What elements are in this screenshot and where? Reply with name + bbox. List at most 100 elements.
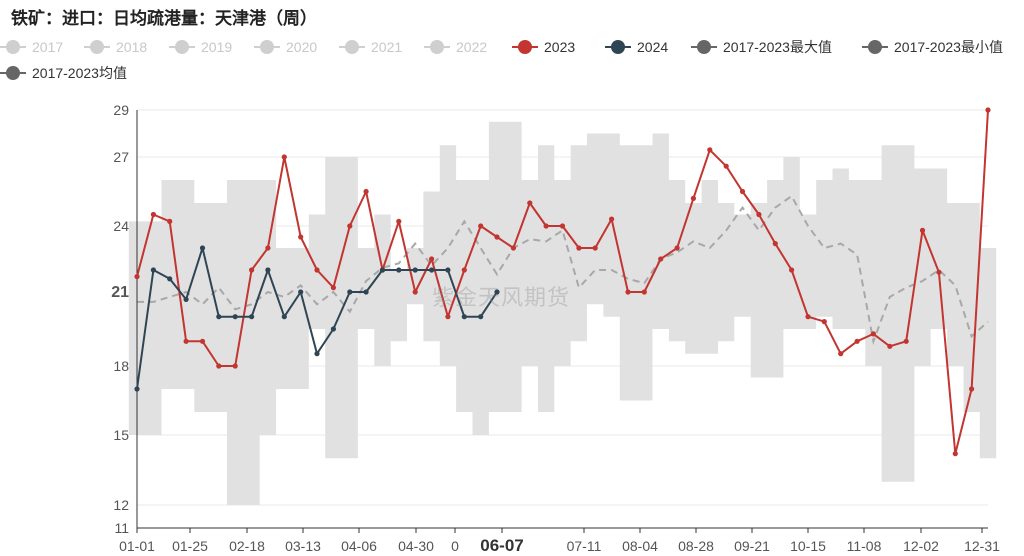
legend-marker-icon [254, 36, 280, 58]
data-point-2023 [707, 147, 713, 153]
data-point-2023 [216, 363, 222, 369]
x-tick-label: 01-25 [172, 538, 208, 554]
data-point-2023 [298, 234, 304, 240]
legend-label: 2017-2023均值 [32, 65, 127, 81]
data-point-2023 [641, 289, 647, 295]
data-point-2024 [134, 386, 140, 392]
x-tick-label: 03-13 [285, 538, 321, 554]
data-point-2023 [429, 256, 435, 262]
data-point-2023 [232, 363, 238, 369]
data-point-2024 [379, 267, 386, 273]
legend-label: 2018 [116, 39, 148, 55]
y-tick-label: 24 [113, 218, 129, 234]
legend-label: 2017-2023最小值 [894, 39, 1003, 55]
data-point-2023 [330, 285, 336, 291]
data-point-2023 [199, 338, 206, 344]
y-tick-label: 29 [113, 102, 129, 118]
y-tick-label: 18 [113, 358, 129, 374]
legend-item-2022[interactable]: 2022 [424, 36, 487, 58]
legend-item-2019[interactable]: 2019 [169, 36, 232, 58]
y-tick-label: 21 [111, 284, 129, 301]
data-point-2024 [183, 296, 189, 302]
data-point-2023 [789, 267, 795, 273]
data-point-2023 [674, 245, 680, 251]
y-tick-label: 11 [114, 520, 129, 536]
data-point-2024 [150, 267, 156, 273]
data-point-2024 [429, 267, 435, 273]
x-tick-label: 12-02 [903, 538, 939, 554]
data-point-2024 [232, 314, 238, 320]
legend-item-2020[interactable]: 2020 [254, 36, 317, 58]
x-tick-label: 02-18 [229, 538, 265, 554]
x-tick-label: 04-30 [398, 538, 434, 554]
legend-marker-icon [512, 36, 538, 58]
data-point-2023 [265, 245, 271, 251]
legend-label: 2020 [286, 39, 318, 55]
y-tick-label: 27 [113, 149, 129, 165]
legend-label: 2022 [456, 39, 488, 55]
legend: 2017 2018 2019 2020 2021 2022 2023 2024 2017-202… [0, 36, 1024, 88]
legend-item-2024[interactable]: 2024 [605, 36, 668, 58]
data-point-2023 [903, 338, 909, 344]
data-point-2023 [723, 163, 729, 169]
data-point-2024 [216, 314, 222, 320]
legend-marker-icon [0, 36, 26, 58]
data-point-2023 [838, 351, 844, 357]
data-point-2024 [445, 267, 451, 273]
data-point-2024 [281, 314, 287, 320]
data-point-2023 [314, 267, 320, 273]
data-point-2023 [445, 314, 451, 320]
data-point-2023 [396, 218, 402, 224]
x-tick-label: 07-11 [567, 538, 602, 554]
data-point-2023 [952, 451, 958, 457]
data-point-2023 [510, 245, 516, 251]
data-point-2024 [314, 351, 320, 357]
data-point-2024 [363, 289, 369, 295]
data-point-2023 [281, 154, 287, 160]
legend-label: 2024 [637, 39, 669, 55]
data-point-2023 [739, 188, 746, 195]
data-point-2023 [690, 195, 697, 201]
legend-label: 2023 [544, 39, 576, 55]
data-point-2023 [412, 289, 418, 295]
legend-item-2018[interactable]: 2018 [84, 36, 147, 58]
legend-label: 2019 [201, 39, 233, 55]
data-point-2023 [936, 269, 942, 275]
legend-label: 2017-2023最大值 [723, 39, 832, 55]
x-tick-label: 0 [451, 538, 459, 554]
legend-marker-icon [84, 36, 110, 58]
y-tick-label: 12 [113, 497, 129, 513]
data-point-2023 [756, 211, 762, 218]
legend-item-2021[interactable]: 2021 [339, 36, 402, 58]
legend-item-2017-2023均值[interactable]: 2017-2023均值 [0, 62, 127, 84]
legend-marker-icon [0, 62, 26, 84]
data-point-2023 [625, 289, 631, 295]
average-line [137, 194, 989, 346]
x-tick-label: 12-31 [964, 538, 1000, 554]
legend-item-2017[interactable]: 2017 [0, 36, 63, 58]
data-point-2023 [363, 188, 369, 195]
data-point-2023 [543, 223, 549, 229]
legend-item-2017-2023最小值[interactable]: 2017-2023最小值 [862, 36, 1003, 58]
data-point-2023 [134, 274, 140, 280]
data-point-2023 [494, 234, 500, 240]
legend-marker-icon [605, 36, 631, 58]
data-point-2023 [887, 343, 893, 349]
legend-item-2017-2023最大值[interactable]: 2017-2023最大值 [691, 36, 832, 58]
data-point-2023 [249, 267, 255, 273]
x-tick-label: 08-04 [622, 538, 658, 554]
data-point-2023 [658, 256, 664, 262]
data-point-2023 [559, 223, 566, 229]
x-tick-label: 06-07 [480, 536, 523, 555]
x-tick-label: 04-06 [341, 538, 377, 554]
data-point-2023 [805, 314, 811, 320]
data-point-2023 [772, 241, 778, 247]
legend-marker-icon [339, 36, 365, 58]
legend-item-2023[interactable]: 2023 [512, 36, 575, 58]
legend-marker-icon [691, 36, 717, 58]
data-point-2023 [919, 227, 926, 233]
legend-marker-icon [169, 36, 195, 58]
data-point-2024 [265, 267, 271, 273]
legend-label: 2017 [32, 39, 64, 55]
